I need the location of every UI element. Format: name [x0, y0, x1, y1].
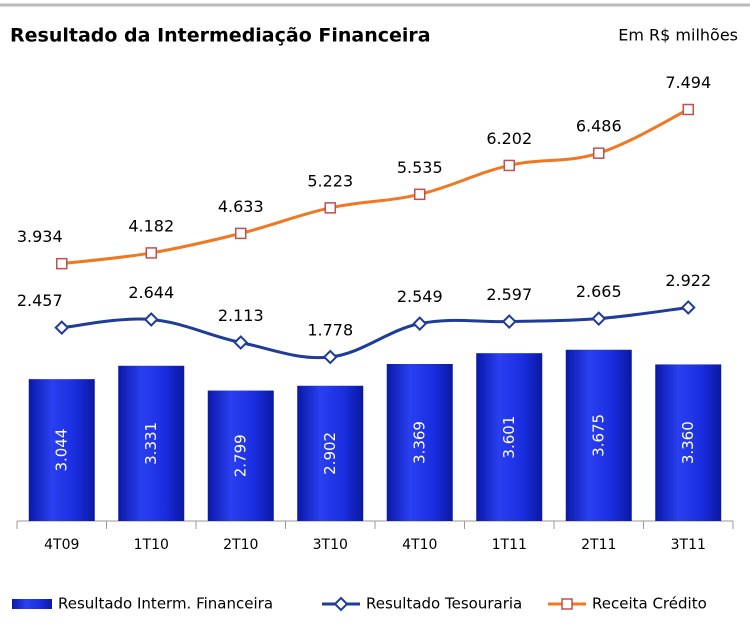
marker: [143, 312, 159, 327]
marker: [503, 159, 515, 172]
x-tick-label: 2T10: [223, 537, 258, 553]
line-value-label: 4.633: [218, 197, 264, 216]
bar: [386, 364, 453, 521]
line-value-label: 2.597: [486, 285, 532, 304]
legend-marker: [333, 596, 349, 612]
marker: [680, 300, 696, 315]
line: [61, 305, 689, 360]
line-value-label: 6.486: [576, 117, 622, 136]
x-tick-label: 1T11: [492, 537, 527, 553]
x-tick-label: 2T11: [581, 537, 616, 553]
marker: [414, 188, 426, 201]
bar: [207, 390, 274, 521]
marker: [56, 257, 68, 270]
marker: [591, 311, 607, 327]
marker: [233, 335, 249, 350]
legend-label: Resultado Interm. Financeira: [58, 595, 273, 613]
bar-value-label: 3.601: [500, 416, 518, 459]
line-value-label: 1.778: [307, 321, 353, 340]
legend-swatch: [12, 599, 52, 609]
legend-marker: [561, 598, 573, 610]
x-tick-label: 3T10: [313, 537, 348, 553]
legend-label: Receita Crédito: [592, 595, 707, 613]
bar-value-label: 3.044: [52, 429, 70, 472]
line-value-label: 2.113: [218, 306, 264, 325]
bar: [655, 364, 722, 521]
bar-value-label: 2.902: [321, 432, 339, 475]
line-value-label: 2.665: [576, 282, 622, 301]
x-tick-label: 1T10: [134, 537, 169, 553]
line-value-label: 6.202: [486, 129, 532, 148]
marker: [593, 147, 605, 159]
marker: [324, 202, 336, 214]
marker: [682, 103, 694, 116]
marker: [322, 349, 338, 365]
marker: [412, 316, 428, 332]
line-value-label: 7.494: [665, 73, 711, 92]
chart-subtitle: Em R$ milhões: [618, 26, 738, 45]
bar-value-label: 3.675: [589, 414, 607, 457]
legend-label: Resultado Tesouraria: [366, 595, 522, 613]
bar-value-label: 3.331: [142, 422, 160, 465]
bar: [118, 365, 185, 521]
bar: [297, 385, 364, 521]
bar-value-label: 3.369: [410, 421, 428, 464]
line-value-label: 5.223: [307, 171, 353, 190]
marker: [145, 247, 157, 259]
line-value-label: 2.549: [397, 287, 443, 306]
line-value-label: 2.644: [128, 283, 174, 302]
bar: [476, 353, 543, 521]
marker: [54, 320, 70, 336]
bar: [28, 379, 95, 521]
marker: [235, 227, 247, 240]
chart-title: Resultado da Intermediação Financeira: [10, 25, 431, 47]
line-value-label: 2.922: [665, 271, 711, 290]
bar: [565, 349, 632, 521]
marker: [501, 314, 517, 329]
line-value-label: 2.457: [17, 291, 63, 310]
x-tick-label: 4T09: [44, 537, 79, 553]
x-tick-label: 3T11: [671, 537, 706, 553]
x-tick-label: 4T10: [402, 537, 437, 553]
line-value-label: 3.934: [17, 227, 63, 246]
line-value-label: 4.182: [128, 216, 174, 235]
bar-value-label: 2.799: [231, 434, 249, 477]
bar-value-label: 3.360: [679, 421, 697, 464]
line-value-label: 5.535: [397, 158, 443, 177]
